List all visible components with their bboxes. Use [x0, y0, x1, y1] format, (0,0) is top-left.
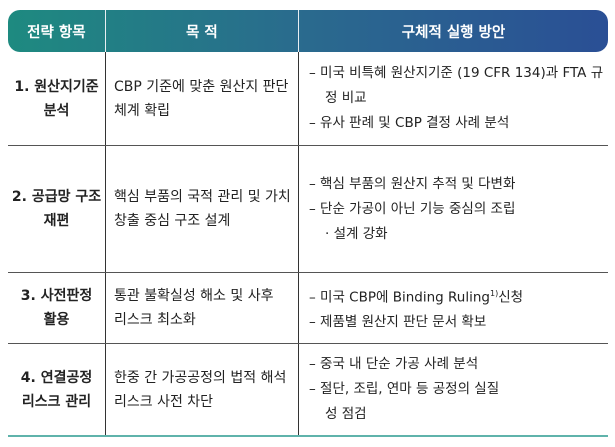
purpose-line: 창출 중심 구조 설계	[114, 213, 231, 229]
item-line: 1. 원산지기준	[14, 78, 99, 95]
item-line: 리스크 관리	[21, 393, 92, 410]
header-actions: 구체적 실행 방안	[298, 10, 608, 52]
item-line: 분석	[43, 102, 70, 119]
action-item: – 제품별 원산지 판단 문서 확보	[309, 314, 487, 331]
action-item: – 유사 판례 및 CBP 결정 사례 분석	[309, 115, 510, 131]
purpose-line: 한중 간 가공공정의 법적 해석	[114, 369, 287, 386]
action-item: – 중국 내 단순 가공 사례 분석	[309, 356, 479, 372]
action-text: – 미국 CBP에 Binding Ruling	[309, 289, 490, 306]
item-line: 3. 사전판정	[20, 288, 93, 304]
actions: – 중국 내 단순 가공 사례 분석 – 절단, 조립, 연마 등 공정의 실질성…	[298, 344, 608, 435]
item-line: 4. 연결공정	[20, 369, 93, 386]
footnote-marker: 1)	[489, 288, 499, 298]
purpose-line: 통관 불확실성 해소 및 사후	[114, 288, 274, 304]
item-line: 재편	[43, 213, 70, 229]
action-item: – 미국 비특혜 원산지기준 (19 CFR 134)과 FTA 규정 비교	[309, 65, 604, 106]
header-purpose: 목 적	[104, 10, 298, 52]
purpose-line: 핵심 부품의 국적 관리 및 가치	[114, 189, 291, 205]
action-text: 신청	[498, 289, 524, 306]
item-line: 활용	[43, 312, 70, 328]
purpose-line: CBP 기준에 맞춘 원산지 판단	[114, 78, 289, 95]
item-line: 2. 공급망 구조	[11, 189, 102, 205]
actions: – 핵심 부품의 원산지 추적 및 다변화 – 단순 가공이 아닌 기능 중심의 …	[298, 146, 608, 272]
purpose-line: 리스크 최소화	[114, 312, 196, 328]
action-item: – 단순 가공이 아닌 기능 중심의 조립 · 설계 강화	[309, 200, 516, 242]
table-header: 전략 항목 목 적 구체적 실행 방안	[8, 10, 608, 52]
actions: – 미국 비특혜 원산지기준 (19 CFR 134)과 FTA 규정 비교 – …	[298, 52, 608, 145]
purpose-line: 체계 확립	[114, 102, 170, 119]
table-row: 4. 연결공정 리스크 관리 한중 간 가공공정의 법적 해석 리스크 사전 차단 …	[8, 344, 608, 437]
action-item: – 절단, 조립, 연마 등 공정의 실질성 점검	[309, 381, 500, 422]
action-item: – 미국 CBP에 Binding Ruling1)신청	[309, 281, 523, 311]
actions: – 미국 CBP에 Binding Ruling1)신청 – 제품별 원산지 판단…	[298, 273, 608, 343]
header-strategy-item: 전략 항목	[27, 24, 86, 41]
purpose-line: 리스크 사전 차단	[114, 393, 214, 410]
action-item: – 핵심 부품의 원산지 추적 및 다변화	[309, 175, 516, 192]
